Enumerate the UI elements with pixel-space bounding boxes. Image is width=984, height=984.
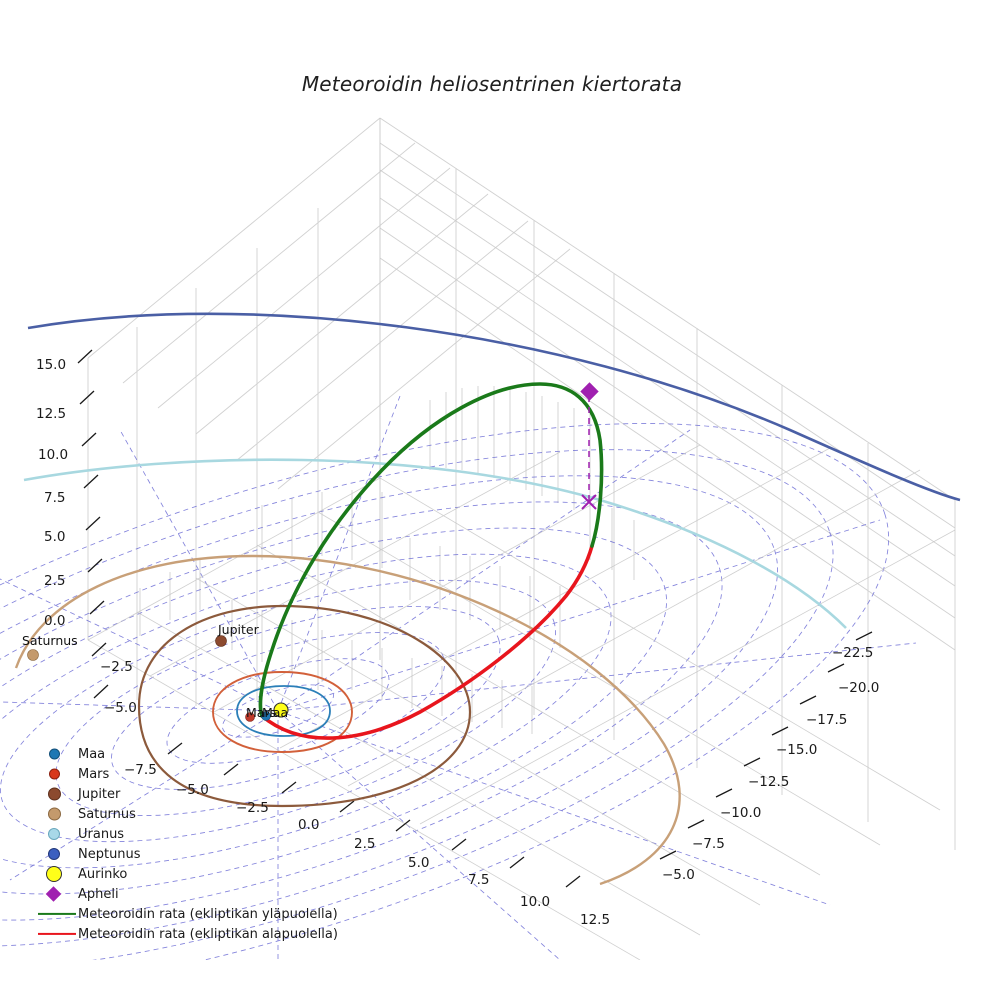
legend-marker-saturnus: [34, 804, 78, 824]
tick-label: −12.5: [748, 774, 790, 790]
legend: Maa Mars Jupiter Saturnus Uranus: [34, 744, 364, 944]
floor-stem-lines: [139, 386, 635, 734]
orbit-saturnus: [14, 554, 681, 886]
legend-label: Maa: [78, 746, 106, 762]
legend-label: Meteoroidin rata (ekliptikan yläpuolella…: [78, 906, 338, 922]
legend-marker-maa: [34, 744, 78, 764]
legend-label: Apheli: [78, 886, 119, 902]
orbit-jupiter: [137, 604, 472, 808]
marker-aurinko: [273, 702, 289, 718]
ecliptic-polar-grid: [0, 395, 917, 960]
tick-label: 0.0: [298, 817, 320, 833]
plot-label-saturnus: Saturnus: [22, 633, 78, 648]
legend-item-aurinko[interactable]: Aurinko: [34, 864, 364, 884]
tick-label: 2.5: [44, 573, 66, 589]
legend-item-track-below[interactable]: Meteoroidin rata (ekliptikan alapuolella…: [34, 924, 364, 944]
tick-label: −5.0: [176, 782, 209, 798]
legend-label: Mars: [78, 766, 110, 782]
legend-item-maa[interactable]: Maa: [34, 744, 364, 764]
legend-label: Neptunus: [78, 846, 141, 862]
tick-label: −7.5: [692, 836, 725, 852]
legend-marker-apheli: [34, 884, 78, 904]
tick-label: 7.5: [44, 490, 66, 506]
tick-label: −2.5: [236, 800, 269, 816]
tick-label: 12.5: [36, 406, 67, 422]
legend-item-jupiter[interactable]: Jupiter: [34, 784, 364, 804]
aphelion-diamond-marker: [580, 382, 599, 401]
tick-label: 15.0: [36, 357, 67, 373]
legend-label: Uranus: [78, 826, 125, 842]
tick-label: −22.5: [832, 645, 874, 661]
tick-label: −10.0: [720, 805, 762, 821]
legend-line-above-ecliptic: [34, 904, 78, 924]
marker-jupiter: [215, 635, 227, 647]
tick-label: 5.0: [408, 855, 430, 871]
legend-label: Jupiter: [78, 786, 121, 802]
legend-marker-mars: [34, 764, 78, 784]
legend-marker-aurinko: [34, 864, 78, 884]
tick-label: −17.5: [806, 712, 848, 728]
tick-label: 10.0: [38, 447, 69, 463]
tick-label: 7.5: [468, 872, 490, 888]
marker-mars: [245, 712, 255, 722]
legend-label: Saturnus: [78, 806, 136, 822]
legend-item-saturnus[interactable]: Saturnus: [34, 804, 364, 824]
orbit-uranus: [23, 458, 847, 629]
aphelion-projection-x-icon: [581, 494, 597, 510]
tick-label: −7.5: [124, 762, 157, 778]
plot-label-mars: Mars: [246, 705, 277, 720]
marker-saturnus: [27, 649, 39, 661]
legend-item-mars[interactable]: Mars: [34, 764, 364, 784]
meteoroid-track-above-ecliptic: [258, 382, 604, 718]
tick-label: 0.0: [44, 613, 66, 629]
plot-label-maa: Maa: [262, 705, 289, 720]
tick-label: −5.0: [662, 867, 695, 883]
legend-label: Aurinko: [78, 866, 128, 882]
legend-label: Meteoroidin rata (ekliptikan alapuolella…: [78, 926, 338, 942]
tick-label: 10.0: [520, 894, 551, 910]
orbit-neptunus: [27, 312, 961, 502]
wall-grid-right: [379, 117, 956, 850]
chart-title: Meteoroidin heliosentrinen kiertorata: [301, 72, 683, 96]
legend-line-below-ecliptic: [34, 924, 78, 944]
tick-label: −2.5: [100, 659, 133, 675]
orbit-maa: [236, 685, 331, 737]
legend-marker-uranus: [34, 824, 78, 844]
legend-marker-jupiter: [34, 784, 78, 804]
wall-grid-left: [87, 117, 571, 706]
orbit-mars: [212, 671, 353, 753]
legend-marker-neptunus: [34, 844, 78, 864]
marker-maa: [261, 711, 271, 721]
meteoroid-track-below-ecliptic: [260, 544, 594, 740]
tick-label: −15.0: [776, 742, 818, 758]
tick-label: 5.0: [44, 529, 66, 545]
legend-item-track-above[interactable]: Meteoroidin rata (ekliptikan yläpuolella…: [34, 904, 364, 924]
axis-tick-marks: [77, 349, 873, 888]
legend-item-apheli[interactable]: Apheli: [34, 884, 364, 904]
legend-item-neptunus[interactable]: Neptunus: [34, 844, 364, 864]
legend-item-uranus[interactable]: Uranus: [34, 824, 364, 844]
tick-label: 12.5: [580, 912, 611, 928]
tick-label: −5.0: [104, 700, 137, 716]
plot-label-jupiter: Jupiter: [218, 622, 259, 637]
tick-label: 2.5: [354, 836, 376, 852]
tick-label: −20.0: [838, 680, 880, 696]
